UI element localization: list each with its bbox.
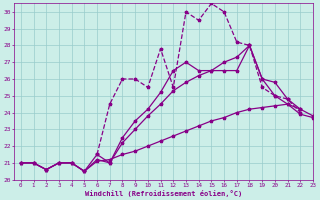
X-axis label: Windchill (Refroidissement éolien,°C): Windchill (Refroidissement éolien,°C)	[85, 190, 242, 197]
